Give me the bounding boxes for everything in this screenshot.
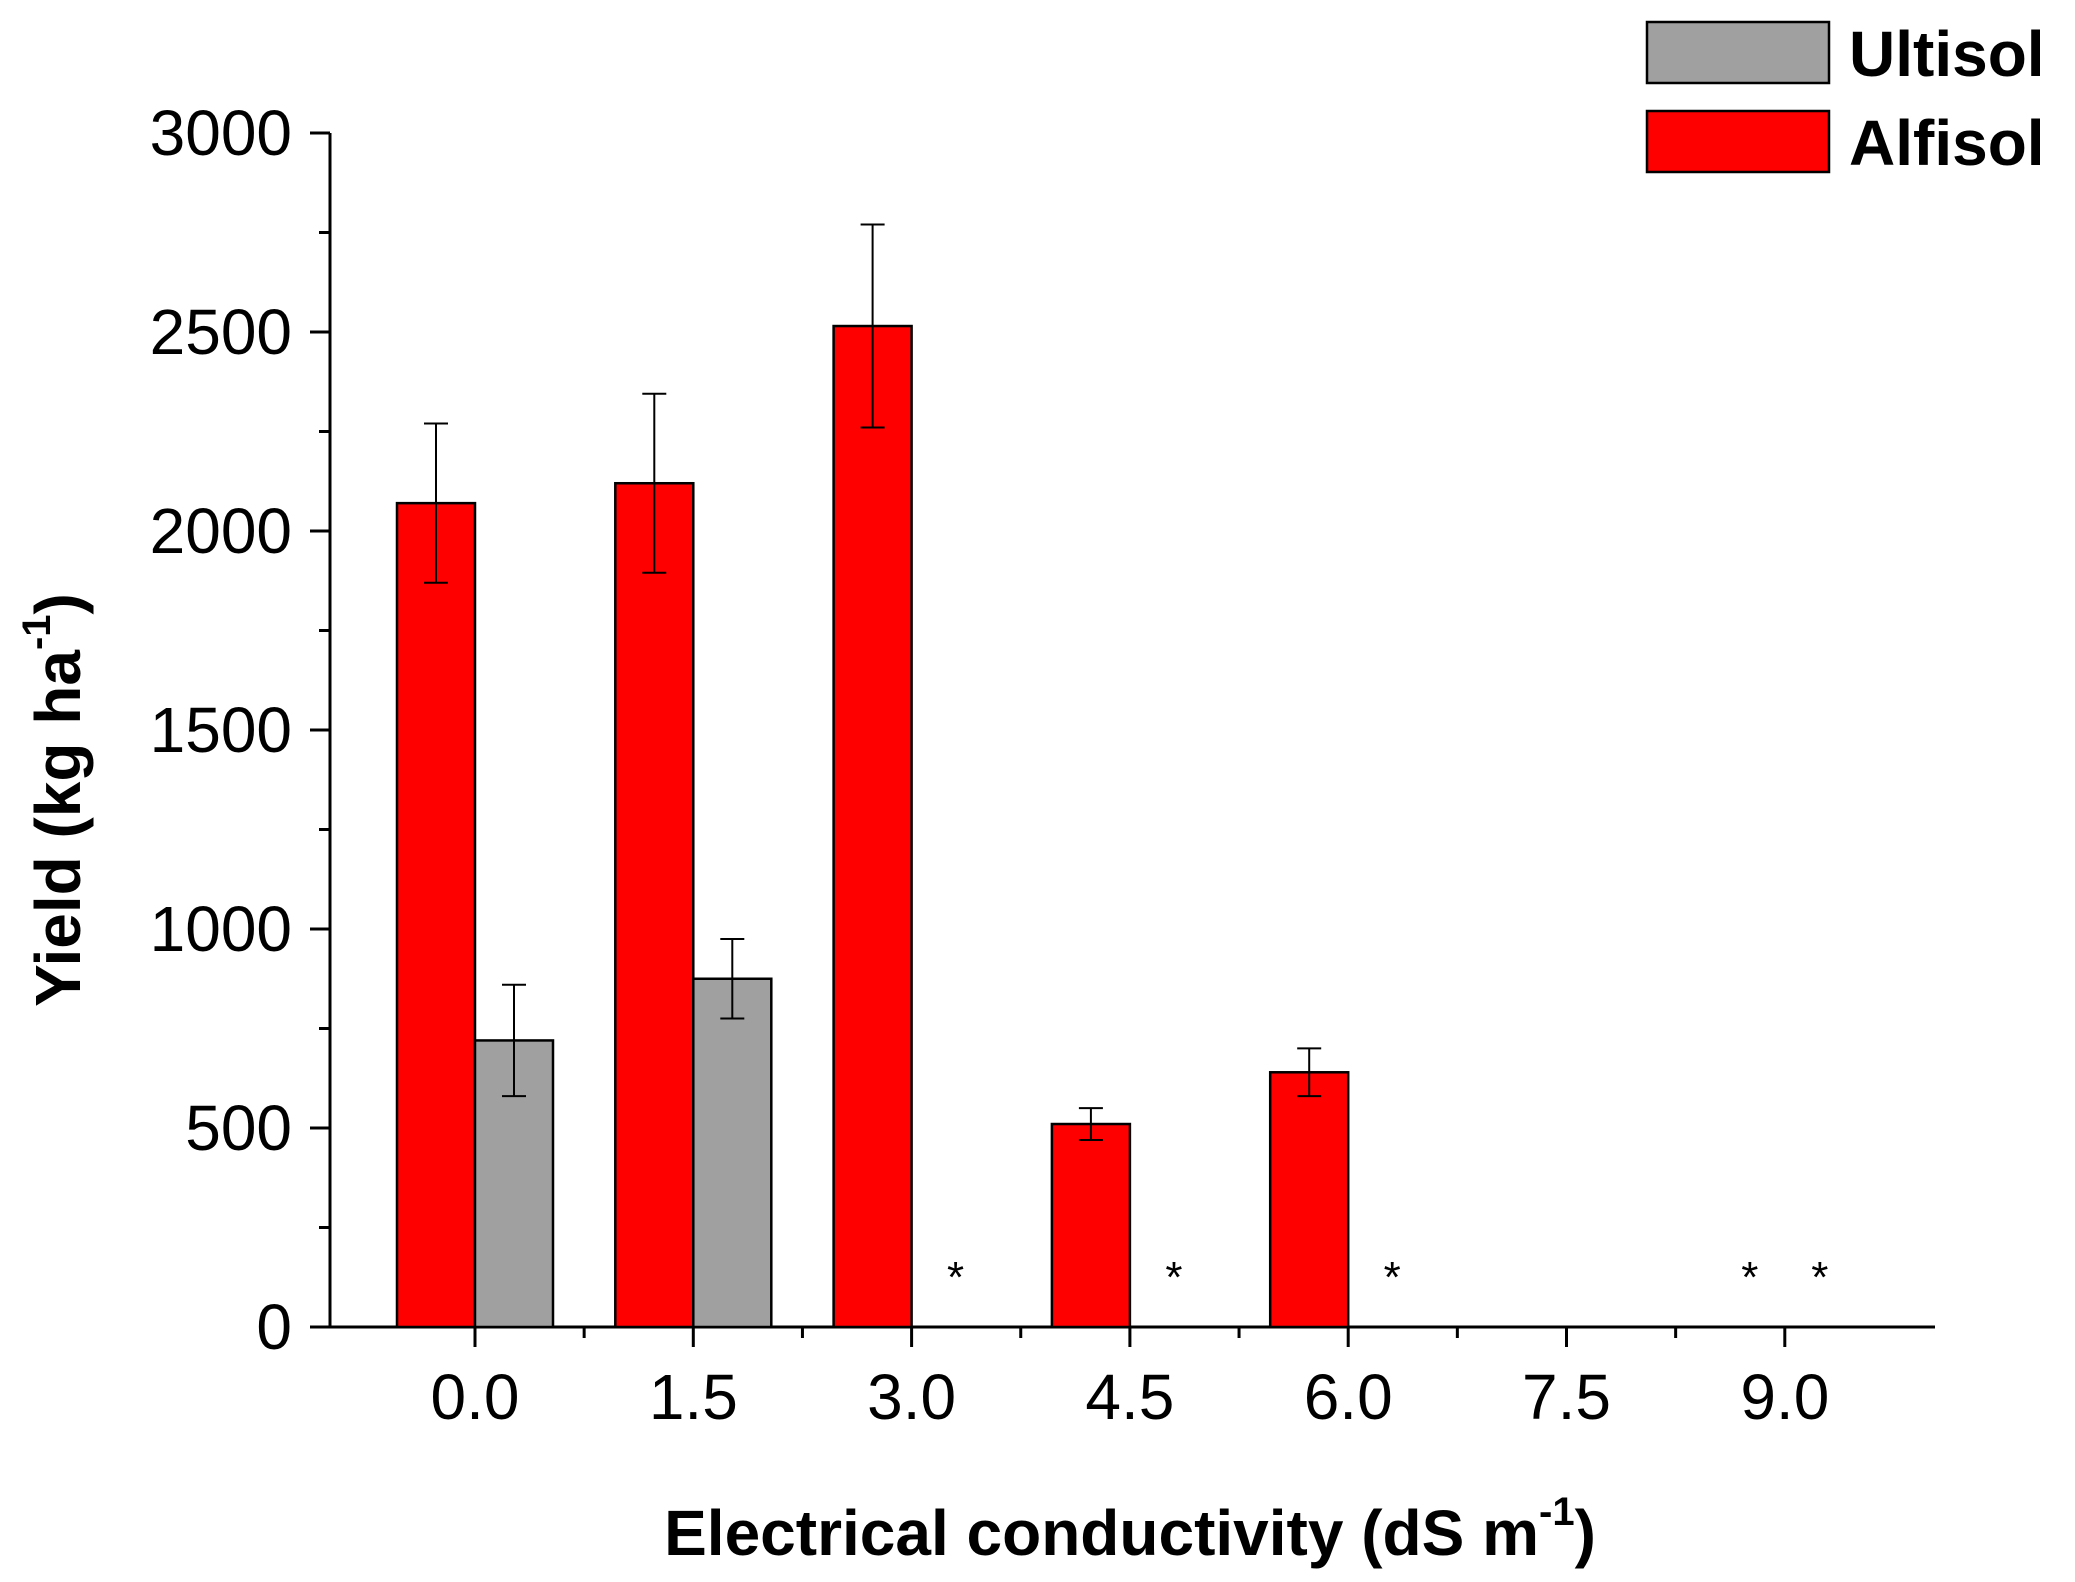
y-tick-label: 3000	[150, 97, 292, 169]
bar-alfisol-6.0	[1268, 1071, 1350, 1329]
y-tick-label: 1500	[150, 694, 292, 766]
error-bar-ultisol-1.5	[720, 937, 745, 1020]
tick-labels: 0 500 1000 1500 2000 2500 3000 0.0 1.5 3.0 4.5 6.0 7…	[150, 97, 1830, 1433]
legend-label: Alfisol	[1849, 107, 2045, 179]
error-bar-ultisol-0.0	[502, 983, 526, 1098]
x-tick-label: 7.5	[1522, 1361, 1611, 1433]
error-bar-alfisol-3.0	[860, 223, 885, 429]
bars	[395, 324, 1350, 1329]
bar-alfisol-3.0	[832, 324, 913, 1329]
legend: Ultisol Alfisol	[1645, 18, 2045, 179]
x-tick-label: 6.0	[1304, 1361, 1393, 1433]
error-bar-alfisol-6.0	[1297, 1047, 1322, 1098]
x-tick-label: 4.5	[1085, 1361, 1174, 1433]
y-tick-label: 2000	[150, 495, 292, 567]
y-tick-label: 2500	[150, 296, 292, 368]
asterisk-marker: *	[1741, 1253, 1758, 1302]
legend-item-alfisol: Alfisol	[1645, 107, 2045, 179]
y-axis-title: Yield (kg ha-1)	[15, 593, 94, 1007]
legend-label: Ultisol	[1849, 18, 2045, 90]
error-bar-alfisol-0.0	[424, 422, 448, 584]
asterisk-marker: *	[1811, 1253, 1828, 1302]
error-bars	[424, 223, 1322, 1141]
error-bar-alfisol-1.5	[642, 392, 667, 574]
legend-swatch	[1645, 109, 1831, 174]
bar-ultisol-1.5	[692, 977, 773, 1329]
x-tick-label: 3.0	[867, 1361, 956, 1433]
axes	[310, 131, 1935, 1347]
error-bar-alfisol-4.5	[1078, 1107, 1103, 1141]
y-tick-label: 500	[185, 1092, 292, 1164]
asterisk-marker: *	[1165, 1253, 1182, 1302]
legend-item-ultisol: Ultisol	[1645, 18, 2045, 90]
bar-alfisol-0.0	[395, 501, 477, 1329]
annotations: * * * * *	[947, 1253, 1828, 1302]
x-tick-label: 9.0	[1740, 1361, 1829, 1433]
bar-alfisol-1.5	[614, 481, 695, 1329]
x-tick-label: 1.5	[649, 1361, 738, 1433]
x-axis-title: Electrical conductivity (dS m-1)	[664, 1490, 1596, 1569]
asterisk-marker: *	[1384, 1253, 1401, 1302]
x-tick-label: 0.0	[431, 1361, 520, 1433]
asterisk-marker: *	[947, 1253, 964, 1302]
y-tick-label: 0	[256, 1291, 292, 1363]
legend-swatch	[1645, 20, 1831, 85]
y-tick-label: 1000	[150, 893, 292, 965]
bar-alfisol-4.5	[1050, 1122, 1132, 1329]
